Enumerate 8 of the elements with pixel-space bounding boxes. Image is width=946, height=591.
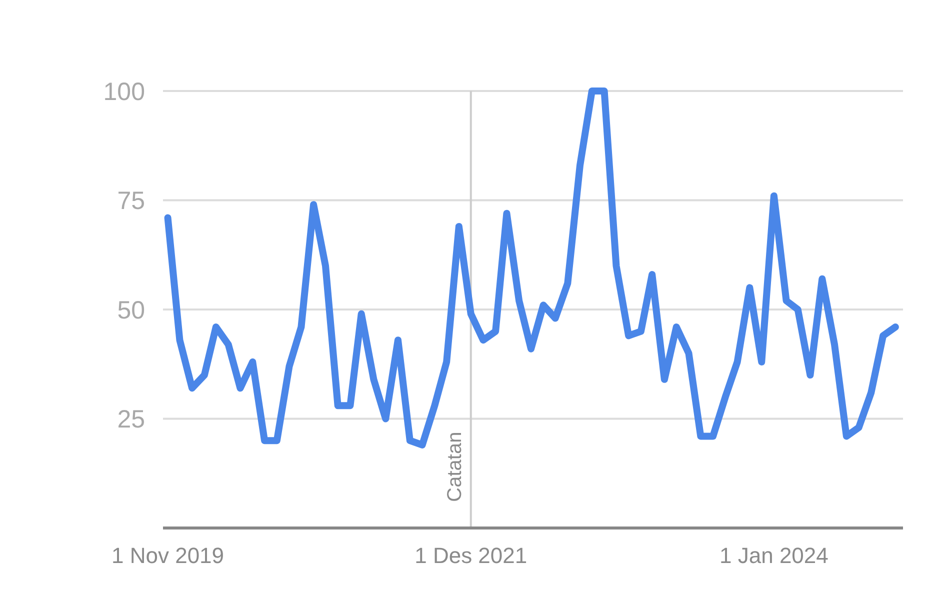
y-tick-label: 25 [117,406,145,434]
ref-line-label: Catatan [444,432,466,502]
x-tick-label: 1 Des 2021 [414,543,528,568]
y-tick-label: 50 [117,296,145,324]
x-tick-label: 1 Jan 2024 [720,543,828,568]
x-tick-label: 1 Nov 2019 [112,543,224,568]
y-tick-label: 100 [103,78,145,106]
y-tick-label: 75 [117,187,145,215]
